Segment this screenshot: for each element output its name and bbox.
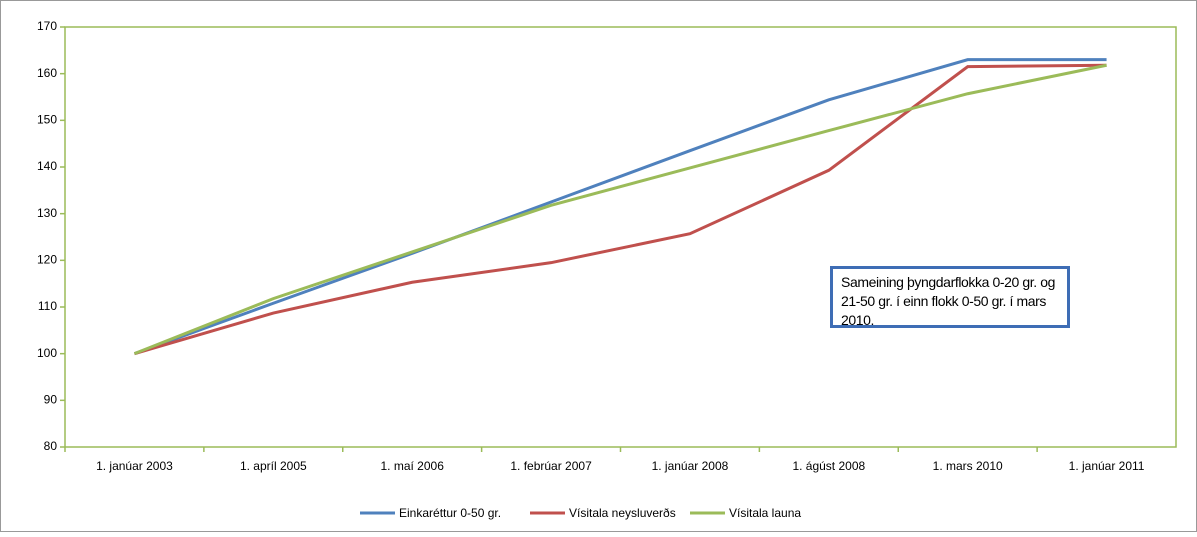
line [134,63,1107,356]
y-tick-label: 130 [37,206,57,220]
x-tick-label: 1. janúar 2003 [96,459,173,473]
x-tick-label: 1. mars 2010 [933,459,1003,473]
y-tick-label: 110 [38,299,57,313]
legend-label: Einkaréttur 0-50 gr. [399,506,501,520]
y-tick-label: 80 [44,439,58,453]
y-tick-label: 150 [37,113,57,127]
y-tick-label: 170 [37,19,57,33]
x-tick-label: 1. apríl 2005 [240,459,307,473]
legend-label: Vísitala launa [729,506,801,520]
y-tick-label: 90 [44,393,58,407]
y-tick-label: 160 [37,66,57,80]
x-tick-label: 1. febrúar 2007 [510,459,592,473]
x-tick-label: 1. maí 2006 [381,459,445,473]
line [133,58,1107,356]
line [133,63,1107,356]
y-tick-label: 140 [37,159,57,173]
x-tick-label: 1. janúar 2008 [652,459,729,473]
annotation: Sameining þyngdarflokka 0-20 gr. og 21-5… [830,266,1070,328]
legend-label: Vísitala neysluverðs [569,506,676,520]
y-tick-label: 120 [37,253,57,267]
x-tick-label: 1. janúar 2011 [1069,459,1145,473]
y-tick-label: 100 [37,346,57,360]
x-tick-label: 1. ágúst 2008 [792,459,865,473]
